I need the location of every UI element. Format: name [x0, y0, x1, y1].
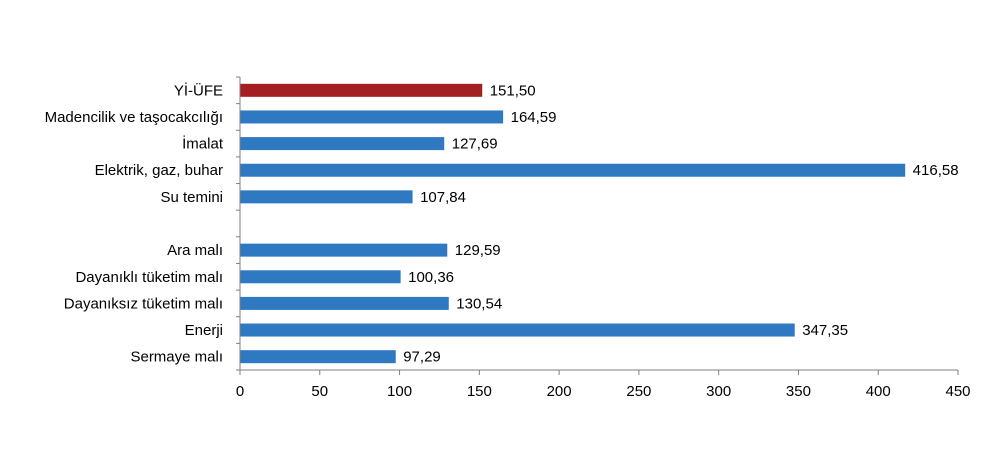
category-label: Su temini	[160, 189, 223, 206]
bar	[240, 296, 449, 310]
bar	[240, 110, 504, 124]
bar	[240, 323, 795, 337]
bar	[240, 243, 448, 257]
bar	[240, 270, 401, 284]
value-label: 97,29	[403, 349, 441, 366]
x-tick-label: 400	[866, 383, 891, 400]
x-tick-label: 450	[945, 383, 970, 400]
value-label: 164,59	[511, 109, 557, 126]
category-label: Dayanıksız tüketim malı	[64, 295, 223, 312]
value-label: 127,69	[452, 136, 498, 153]
bar	[240, 163, 906, 177]
x-tick-label: 50	[311, 383, 328, 400]
category-label: Yİ-ÜFE	[174, 81, 223, 99]
x-tick-label: 150	[467, 383, 492, 400]
x-tick-label: 100	[387, 383, 412, 400]
value-label: 347,35	[802, 322, 848, 339]
value-label: 100,36	[408, 269, 454, 286]
category-label: Dayanıklı tüketim malı	[75, 269, 223, 286]
category-label: Ara malı	[167, 242, 223, 259]
category-label: Madencilik ve taşocakcılığı	[45, 109, 223, 126]
bar	[240, 350, 396, 364]
category-label: Sermaye malı	[130, 349, 223, 366]
value-label: 130,54	[456, 295, 502, 312]
value-label: 151,50	[490, 82, 536, 99]
x-tick-label: 0	[236, 383, 244, 400]
bar	[240, 190, 413, 204]
x-tick-label: 250	[626, 383, 651, 400]
value-label: 129,59	[455, 242, 501, 259]
x-tick-label: 350	[786, 383, 811, 400]
category-label: Elektrik, gaz, buhar	[95, 162, 223, 179]
x-tick-label: 300	[706, 383, 731, 400]
x-tick-label: 200	[547, 383, 572, 400]
value-label: 107,84	[420, 189, 466, 206]
bar-highlight	[240, 83, 483, 97]
bar	[240, 137, 445, 151]
category-label: İmalat	[182, 135, 224, 153]
category-label: Enerji	[185, 322, 223, 339]
value-label: 416,58	[913, 162, 959, 179]
